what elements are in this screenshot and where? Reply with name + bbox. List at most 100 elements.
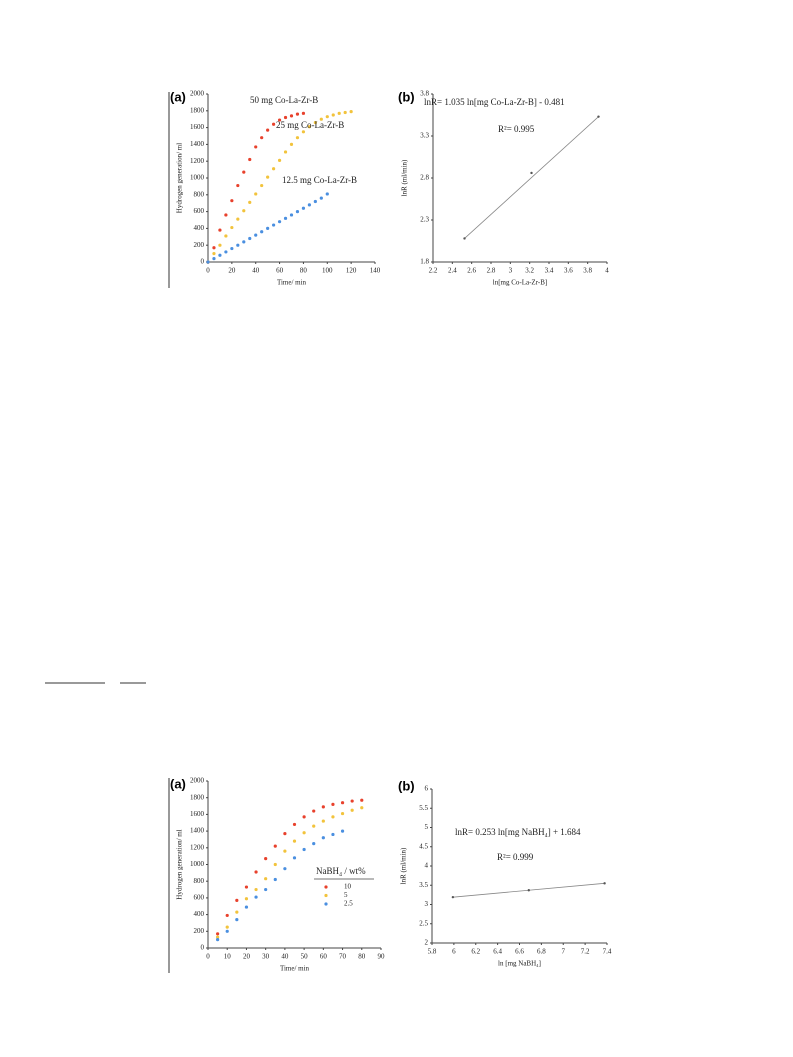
data-point [295, 136, 300, 140]
x-tick-label: 4 [605, 267, 609, 275]
data-point [216, 932, 220, 936]
data-point [248, 236, 252, 241]
data-point [254, 887, 258, 892]
x-tick-label: 2.6 [467, 267, 476, 275]
panel-label: (b) [398, 89, 415, 104]
y-tick-label: 400 [194, 910, 205, 918]
x-tick-label: 120 [346, 267, 357, 275]
data-point [530, 171, 533, 175]
legend-marker [324, 885, 328, 889]
data-point [321, 805, 325, 809]
data-point [331, 802, 335, 806]
x-tick-label: 7.2 [581, 948, 590, 956]
data-point [218, 243, 222, 247]
data-point [463, 237, 466, 240]
data-point [597, 115, 600, 118]
y-tick-label: 800 [194, 190, 205, 198]
y-tick-label: 3 [425, 900, 429, 908]
y-tick-label: 1600 [190, 810, 205, 818]
data-point [331, 113, 335, 117]
data-point [302, 847, 306, 852]
data-point [313, 120, 317, 125]
y-axis-label: Hydrogen generation/ ml [176, 829, 184, 899]
x-tick-label: 0 [206, 267, 210, 275]
y-tick-label: 2 [425, 939, 429, 947]
data-point [236, 243, 240, 247]
data-point [212, 252, 216, 256]
series-label: 50 mg Co-La-Zr-B [250, 95, 318, 105]
y-tick-label: 4.5 [419, 842, 428, 850]
data-point [225, 925, 229, 929]
data-point [292, 822, 297, 827]
data-point [295, 112, 300, 116]
data-point [325, 115, 329, 119]
data-point [331, 832, 335, 837]
y-tick-label: 0 [201, 258, 205, 266]
data-point [289, 142, 294, 146]
y-axis-label: Hydrogen generation/ ml [176, 143, 184, 213]
x-tick-label: 140 [370, 267, 381, 275]
legend-label: 2.5 [344, 900, 353, 908]
x-tick-label: 40 [281, 953, 289, 961]
y-tick-label: 2000 [190, 90, 205, 98]
data-point [360, 806, 364, 810]
data-point [235, 898, 239, 903]
data-point [244, 885, 249, 889]
data-point [254, 145, 258, 149]
y-tick-label: 0 [201, 944, 205, 952]
x-tick-label: 6.2 [471, 948, 480, 956]
data-point [301, 111, 306, 115]
data-point [302, 815, 306, 819]
data-point [264, 857, 268, 861]
x-tick-label: 6.4 [493, 948, 502, 956]
data-point [236, 217, 240, 221]
data-point [307, 203, 311, 207]
x-tick-label: 20 [228, 267, 236, 275]
data-point [216, 938, 220, 942]
y-tick-label: 1200 [190, 157, 205, 165]
x-axis-label: ln[mg Co-La-Zr-B] [493, 279, 547, 287]
data-point [273, 877, 277, 882]
x-tick-label: 30 [262, 953, 270, 961]
y-tick-label: 800 [194, 877, 205, 885]
panel-label: (b) [398, 778, 415, 793]
y-tick-label: 1400 [190, 827, 205, 835]
data-point [230, 225, 234, 230]
y-tick-label: 3.3 [420, 132, 429, 140]
data-point [302, 831, 306, 835]
annotation: lnR= 0.253 ln[mg NaBH₄] + 1.684 [455, 827, 581, 837]
x-tick-label: 70 [339, 953, 347, 961]
panel-label: (a) [170, 89, 186, 104]
data-point [272, 122, 276, 126]
data-point [340, 811, 345, 816]
data-point [272, 223, 276, 227]
data-point [242, 240, 246, 244]
data-point [212, 246, 216, 250]
x-tick-label: 6.8 [537, 948, 546, 956]
x-tick-label: 7.4 [603, 948, 612, 956]
x-tick-label: 50 [301, 953, 309, 961]
data-point [301, 206, 306, 210]
y-tick-label: 600 [194, 207, 205, 215]
annotation: R²= 0.995 [498, 124, 535, 134]
data-point [312, 824, 316, 828]
data-point [283, 867, 287, 871]
y-tick-label: 1800 [190, 106, 205, 114]
y-tick-label: 2.8 [420, 174, 429, 182]
y-tick-label: 4 [425, 862, 429, 870]
y-tick-label: 1000 [190, 174, 205, 182]
data-point [236, 183, 240, 188]
data-point [218, 228, 222, 232]
x-tick-label: 3.6 [564, 267, 573, 275]
data-point [224, 213, 228, 217]
legend-marker [324, 902, 328, 906]
data-point [301, 130, 306, 134]
data-point [224, 250, 228, 254]
data-point [340, 801, 345, 805]
y-tick-label: 1.8 [420, 258, 429, 266]
y-tick-label: 600 [194, 894, 205, 902]
data-point [230, 246, 234, 251]
data-point [212, 257, 216, 261]
data-point [350, 808, 354, 812]
